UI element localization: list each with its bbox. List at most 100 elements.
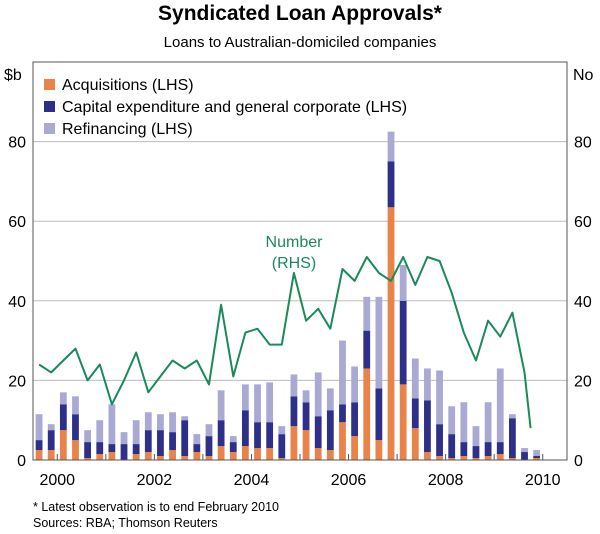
- chart-subtitle: Loans to Australian-domiciled companies: [163, 34, 437, 51]
- bar-refinancing: [339, 340, 346, 405]
- y-tick-label-left: 80: [8, 135, 26, 152]
- bar-acquisitions: [484, 456, 492, 460]
- bar-capex: [120, 444, 128, 460]
- bar-refinancing: [241, 384, 249, 411]
- bar-acquisitions: [339, 422, 346, 460]
- bar-capex: [278, 434, 286, 459]
- bar-refinancing: [460, 402, 468, 443]
- bar-capex: [84, 442, 92, 459]
- footnote: * Latest observation is to end February …: [33, 500, 279, 514]
- x-tick-label: 2010: [525, 472, 561, 489]
- bar-refinancing: [484, 402, 492, 443]
- bar-acquisitions: [266, 448, 274, 460]
- bar-capex: [399, 300, 407, 385]
- bar-capex: [205, 436, 213, 457]
- bar-acquisitions: [217, 446, 225, 460]
- bar-acquisitions: [326, 450, 334, 460]
- bar-refinancing: [193, 434, 201, 445]
- chart-title: Syndicated Loan Approvals*: [158, 2, 442, 25]
- legend-label: Refinancing (LHS): [62, 121, 193, 138]
- y-tick-label-right: 20: [574, 373, 592, 390]
- bar-capex: [351, 402, 359, 437]
- bar-capex: [254, 422, 261, 449]
- bar-acquisitions: [508, 458, 516, 460]
- bar-acquisitions: [302, 430, 310, 460]
- bar-capex: [217, 420, 225, 447]
- x-tick-label: 2008: [428, 472, 464, 489]
- bar-refinancing: [72, 396, 79, 415]
- bar-capex: [484, 442, 492, 457]
- bar-refinancing: [229, 436, 237, 443]
- legend-swatch: [44, 123, 55, 134]
- bar-refinancing: [302, 390, 310, 403]
- y-tick-label-left: 20: [8, 373, 26, 390]
- bar-acquisitions: [241, 446, 249, 460]
- bar-acquisitions: [436, 456, 443, 460]
- bar-acquisitions: [229, 452, 237, 460]
- bar-acquisitions: [108, 452, 116, 460]
- bar-refinancing: [120, 432, 128, 445]
- bar-refinancing: [144, 412, 152, 431]
- legend: Acquisitions (LHS) Capital expenditure an…: [44, 77, 407, 138]
- bars-group: [35, 131, 541, 460]
- bar-refinancing: [290, 374, 298, 397]
- y-tick-label-right: 40: [574, 294, 592, 311]
- bar-acquisitions: [144, 452, 152, 460]
- bar-refinancing: [132, 420, 140, 445]
- y-tick-label-left: 60: [8, 214, 26, 231]
- bar-refinancing: [375, 296, 383, 389]
- bar-capex: [387, 161, 395, 208]
- bar-acquisitions: [278, 458, 286, 460]
- bar-acquisitions: [35, 450, 43, 460]
- bar-acquisitions: [254, 448, 261, 460]
- bar-refinancing: [314, 372, 322, 417]
- bar-refinancing: [351, 366, 359, 403]
- bar-refinancing: [205, 424, 213, 437]
- number-line-label: Number: [266, 234, 324, 251]
- bar-acquisitions: [314, 448, 322, 460]
- bar-acquisitions: [84, 458, 92, 460]
- bar-refinancing: [448, 406, 456, 435]
- x-tick-label: 2004: [234, 472, 270, 489]
- bar-capex: [290, 396, 298, 427]
- bar-acquisitions: [290, 426, 298, 460]
- bar-refinancing: [521, 448, 528, 453]
- bar-acquisitions: [496, 454, 504, 460]
- y-tick-label-right: 80: [574, 135, 592, 152]
- x-tick-label: 2006: [331, 472, 367, 489]
- bar-capex: [375, 388, 383, 441]
- bar-refinancing: [254, 384, 261, 423]
- y-tick-label-left: 40: [8, 294, 26, 311]
- bar-refinancing: [47, 424, 55, 431]
- bar-acquisitions: [363, 368, 371, 460]
- legend-swatch: [44, 101, 55, 112]
- bar-refinancing: [108, 404, 116, 445]
- bar-capex: [424, 400, 431, 453]
- bar-capex: [314, 416, 322, 449]
- x-axis: 2000 2002 2004 2006 2008 2010: [39, 454, 561, 489]
- bar-acquisitions: [132, 454, 140, 460]
- sources-note: Sources: RBA; Thomson Reuters: [33, 516, 218, 530]
- legend-label: Capital expenditure and general corporat…: [62, 99, 407, 116]
- bar-capex: [59, 404, 67, 431]
- bar-capex: [508, 418, 516, 459]
- left-axis: 0 20 40 60 80: [8, 135, 26, 470]
- y-tick-label-right: 60: [574, 214, 592, 231]
- bar-capex: [533, 456, 541, 459]
- bar-acquisitions: [47, 450, 55, 460]
- bar-refinancing: [278, 426, 286, 435]
- bar-acquisitions: [399, 384, 407, 460]
- x-tick-label: 2000: [39, 472, 75, 489]
- bar-capex: [144, 430, 152, 453]
- bar-acquisitions: [181, 456, 189, 460]
- bar-capex: [157, 430, 164, 457]
- bar-refinancing: [181, 416, 189, 421]
- x-tick-label: 2002: [137, 472, 173, 489]
- number-line-sublabel: (RHS): [272, 255, 316, 272]
- bar-capex: [241, 410, 249, 447]
- bar-capex: [96, 442, 104, 455]
- bar-acquisitions: [72, 440, 79, 460]
- bar-refinancing: [387, 131, 395, 162]
- bar-refinancing: [35, 414, 43, 441]
